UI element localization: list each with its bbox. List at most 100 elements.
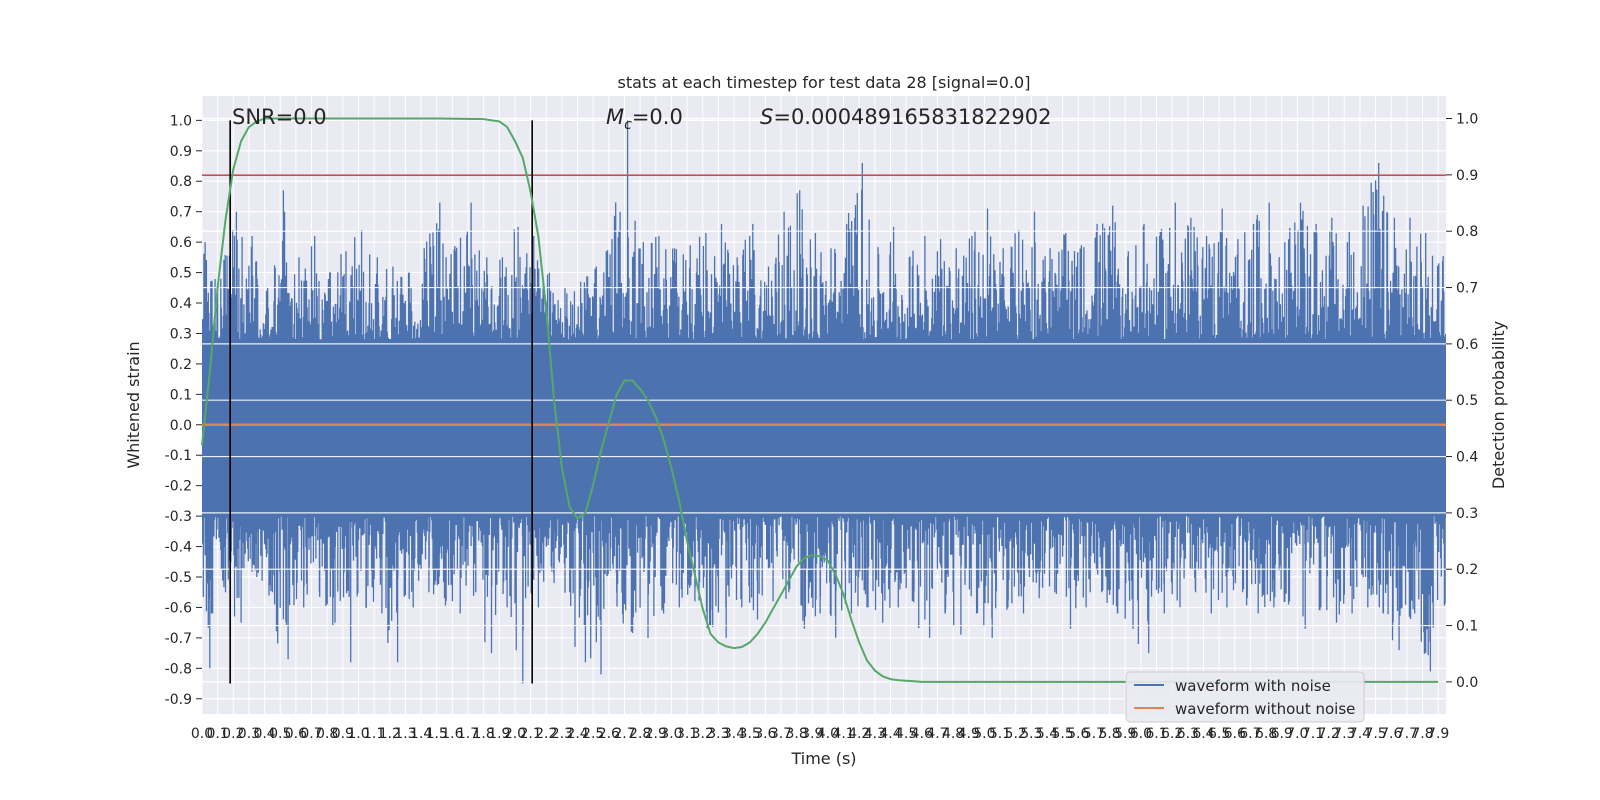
y-tick-label: 1.0 bbox=[170, 113, 192, 129]
y-tick-label: 0.2 bbox=[170, 357, 192, 373]
y-tick-label: 0.6 bbox=[170, 235, 192, 251]
x-tick-label: 7.0 bbox=[1286, 726, 1308, 742]
x-tick-label: 2.9 bbox=[645, 726, 667, 742]
x-tick-label: 6.1 bbox=[1145, 726, 1167, 742]
chart-title: stats at each timestep for test data 28 … bbox=[618, 73, 1031, 92]
x-tick-label: 3.8 bbox=[785, 726, 807, 742]
overlay-layer bbox=[201, 117, 1446, 684]
annotation-s-value: =0.000489165831822902 bbox=[773, 105, 1051, 129]
x-tick-label: 6.3 bbox=[1177, 726, 1199, 742]
x-tick-label: 0.3 bbox=[238, 726, 260, 742]
x-tick-label: 1.4 bbox=[410, 726, 432, 742]
y2-tick-label: 0.5 bbox=[1456, 393, 1478, 409]
x-tick-label: 4.5 bbox=[895, 726, 917, 742]
x-tick-label: 5.8 bbox=[1098, 726, 1120, 742]
y2-tick-label: 0.0 bbox=[1456, 675, 1478, 691]
x-tick-label: 5.4 bbox=[1036, 726, 1058, 742]
y2-tick-label: 0.2 bbox=[1456, 562, 1478, 578]
x-tick-label: 2.5 bbox=[582, 726, 604, 742]
x-tick-label: 2.0 bbox=[504, 726, 526, 742]
x-tick-label: 7.3 bbox=[1333, 726, 1355, 742]
y2-tick-label: 0.4 bbox=[1456, 450, 1478, 466]
x-tick-label: 5.9 bbox=[1114, 726, 1136, 742]
y-tick-label: 0.7 bbox=[170, 205, 192, 221]
y2-axis-label: Detection probability bbox=[1489, 321, 1508, 489]
x-tick-label: 2.4 bbox=[566, 726, 588, 742]
x-tick-label: 7.7 bbox=[1396, 726, 1418, 742]
x-tick-label: 5.1 bbox=[989, 726, 1011, 742]
y2-tick-label: 0.8 bbox=[1456, 224, 1478, 240]
x-tick-label: 0.6 bbox=[285, 726, 307, 742]
x-tick-label: 3.3 bbox=[707, 726, 729, 742]
y-tick-label: -0.7 bbox=[165, 631, 192, 647]
y-tick-label: 0.0 bbox=[170, 418, 192, 434]
x-tick-label: 4.4 bbox=[879, 726, 901, 742]
x-tick-label: 6.7 bbox=[1239, 726, 1261, 742]
x-tick-label: 1.5 bbox=[426, 726, 448, 742]
y-tick-label: -0.8 bbox=[165, 661, 192, 677]
x-tick-label: 3.7 bbox=[770, 726, 792, 742]
x-tick-label: 3.6 bbox=[754, 726, 776, 742]
y-tick-label: 0.4 bbox=[170, 296, 192, 312]
x-tick-label: 1.0 bbox=[347, 726, 369, 742]
x-tick-label: 1.6 bbox=[441, 726, 463, 742]
y-tick-label: -0.3 bbox=[165, 509, 192, 525]
ticks: 0.00.10.20.30.40.50.60.70.80.91.01.11.21… bbox=[165, 112, 1479, 742]
x-tick-label: 0.5 bbox=[269, 726, 291, 742]
waveform-noise-line bbox=[202, 120, 1446, 684]
x-tick-label: 7.8 bbox=[1411, 726, 1433, 742]
y-tick-label: 0.3 bbox=[170, 326, 192, 342]
x-tick-label: 3.0 bbox=[660, 726, 682, 742]
legend-label-noise: waveform with noise bbox=[1175, 677, 1331, 695]
x-tick-label: 1.3 bbox=[394, 726, 416, 742]
x-tick-label: 4.2 bbox=[848, 726, 870, 742]
legend-label-clean: waveform without noise bbox=[1175, 700, 1355, 718]
annotation-snr: SNR=0.0 bbox=[232, 105, 327, 129]
x-tick-label: 5.5 bbox=[1051, 726, 1073, 742]
x-tick-label: 5.7 bbox=[1083, 726, 1105, 742]
x-tick-label: 4.9 bbox=[958, 726, 980, 742]
x-tick-label: 3.4 bbox=[723, 726, 745, 742]
x-tick-label: 1.7 bbox=[457, 726, 479, 742]
x-tick-label: 2.7 bbox=[613, 726, 635, 742]
x-tick-label: 5.2 bbox=[1005, 726, 1027, 742]
detection-probability-line bbox=[201, 117, 1439, 683]
series-layer bbox=[202, 117, 1446, 684]
x-tick-label: 5.0 bbox=[973, 726, 995, 742]
x-tick-label: 1.1 bbox=[363, 726, 385, 742]
annotation-mc: Mc=0.0 bbox=[606, 105, 683, 133]
x-tick-label: 6.4 bbox=[1192, 726, 1214, 742]
x-tick-label: 2.3 bbox=[551, 726, 573, 742]
x-tick-label: 7.1 bbox=[1302, 726, 1324, 742]
y-tick-label: -0.9 bbox=[165, 692, 192, 708]
x-tick-label: 2.8 bbox=[629, 726, 651, 742]
annotation-mc-subscript: c bbox=[624, 117, 632, 133]
x-tick-label: 6.2 bbox=[1161, 726, 1183, 742]
x-tick-label: 3.1 bbox=[676, 726, 698, 742]
x-tick-label: 1.9 bbox=[488, 726, 510, 742]
y-axis-label: Whitened strain bbox=[124, 341, 143, 468]
y2-tick-label: 0.9 bbox=[1456, 168, 1478, 184]
x-tick-label: 6.5 bbox=[1208, 726, 1230, 742]
x-tick-label: 3.5 bbox=[739, 726, 761, 742]
y2-tick-label: 0.6 bbox=[1456, 337, 1478, 353]
y-tick-label: -0.2 bbox=[165, 479, 192, 495]
x-tick-label: 4.0 bbox=[817, 726, 839, 742]
x-tick-label: 7.2 bbox=[1318, 726, 1340, 742]
y-tick-label: -0.5 bbox=[165, 570, 192, 586]
x-axis-label: Time (s) bbox=[790, 749, 856, 768]
x-tick-label: 4.6 bbox=[911, 726, 933, 742]
y-tick-label: 0.1 bbox=[170, 387, 192, 403]
x-tick-label: 0.1 bbox=[207, 726, 229, 742]
x-tick-label: 1.8 bbox=[473, 726, 495, 742]
x-tick-label: 0.4 bbox=[253, 726, 275, 742]
x-tick-label: 0.7 bbox=[300, 726, 322, 742]
x-tick-label: 3.9 bbox=[801, 726, 823, 742]
annotation-snr-text: SNR=0.0 bbox=[232, 105, 327, 129]
y-tick-label: 0.5 bbox=[170, 266, 192, 282]
y2-tick-label: 0.7 bbox=[1456, 281, 1478, 297]
x-tick-label: 6.6 bbox=[1224, 726, 1246, 742]
x-tick-label: 3.2 bbox=[692, 726, 714, 742]
x-tick-label: 2.2 bbox=[535, 726, 557, 742]
